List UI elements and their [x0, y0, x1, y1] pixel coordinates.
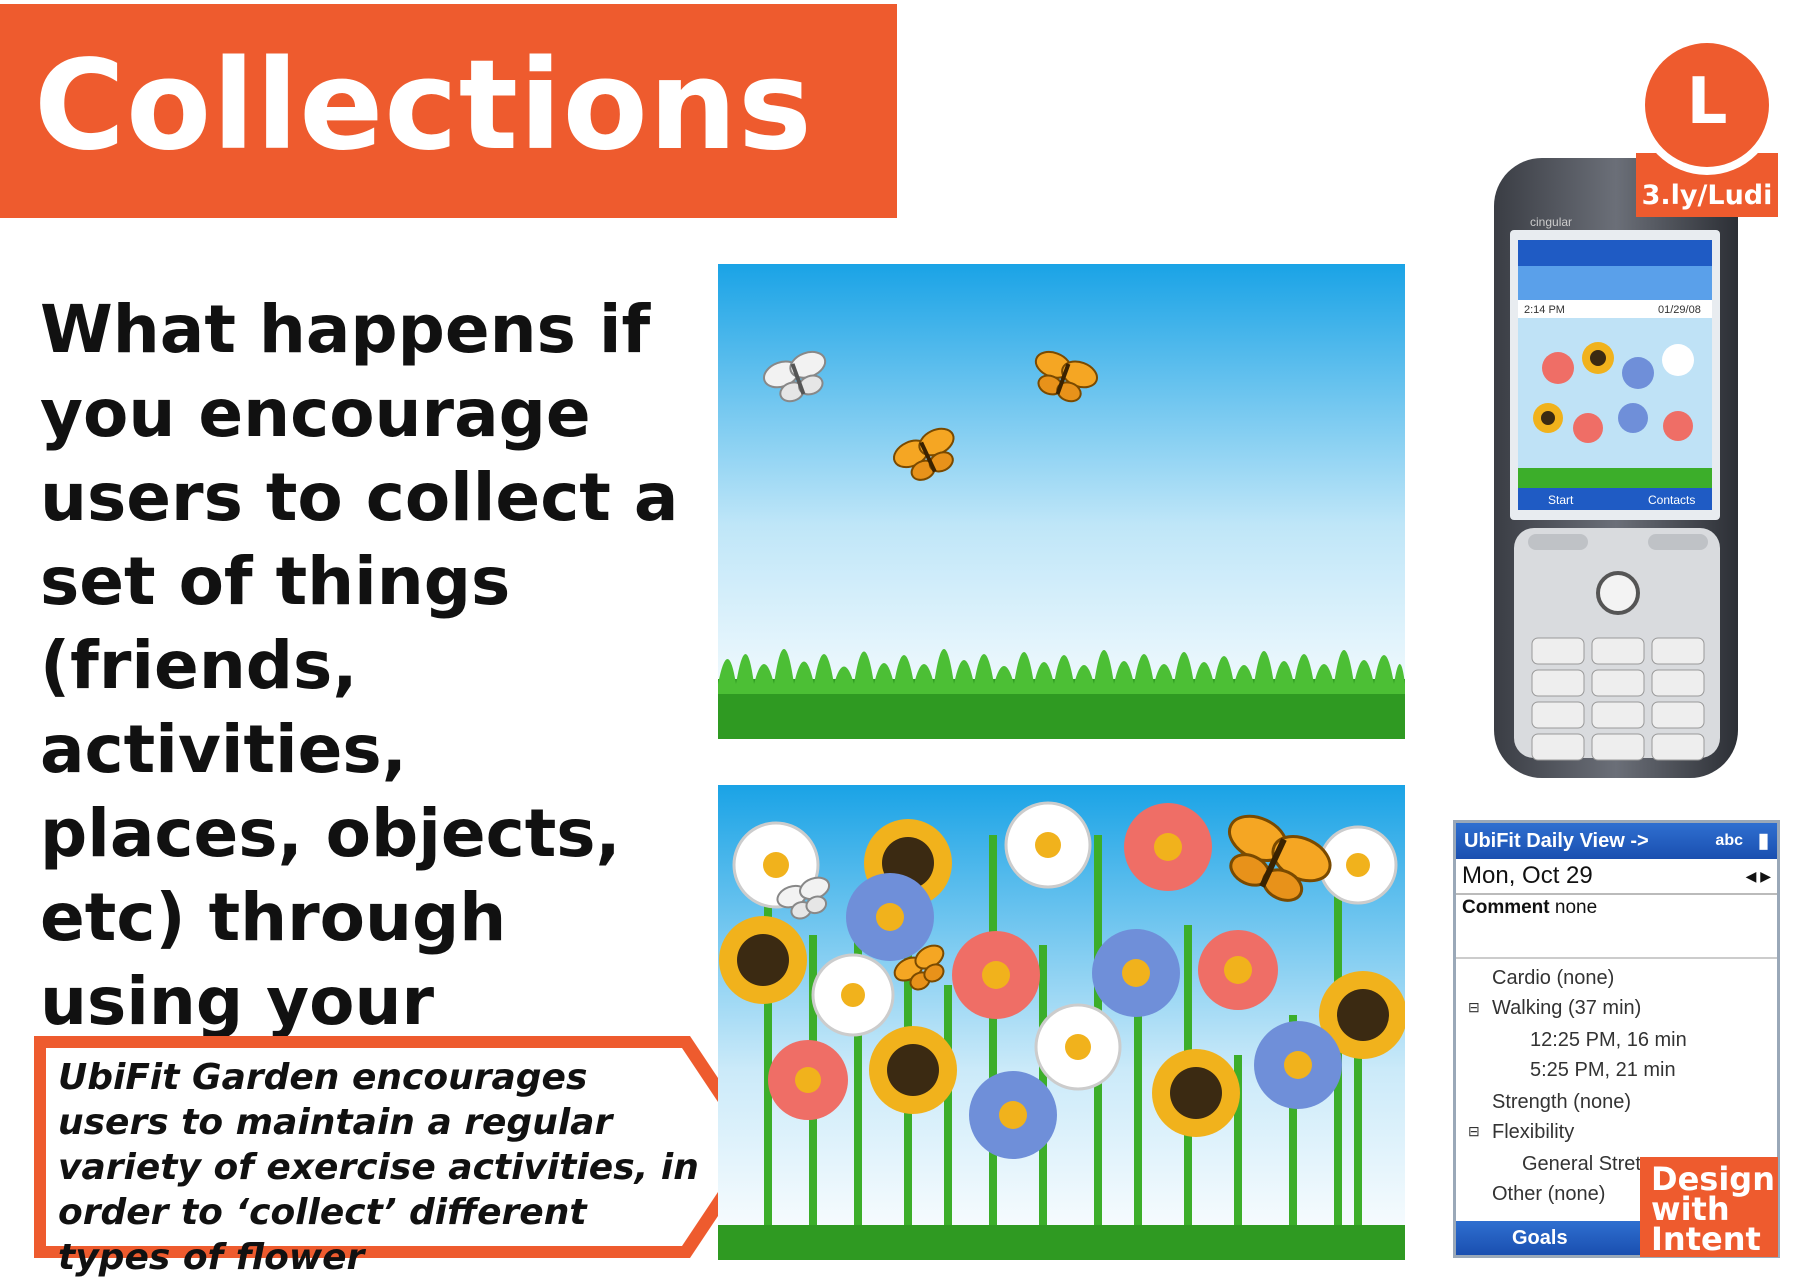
ubifit-comment-value: none	[1554, 897, 1598, 918]
flower-sunflower-2	[719, 916, 807, 1004]
ubifit-header-right: abc	[1715, 832, 1743, 849]
goals-softkey[interactable]: Goals	[1512, 1227, 1568, 1249]
butterfly-white	[763, 350, 827, 403]
flower-pink-1	[1124, 803, 1212, 891]
grass-strip	[718, 649, 1405, 739]
flower-white-5	[1034, 1003, 1122, 1091]
flower-blue-3	[1254, 1021, 1342, 1109]
callout-frame	[34, 1036, 764, 1258]
signal-icon: ▮	[1757, 830, 1769, 852]
tree-row[interactable]: 5:25 PM, 21 min	[1530, 1059, 1676, 1081]
title-bar: Collections	[0, 4, 897, 218]
badge-line-2: with	[1651, 1190, 1730, 1228]
phone-image: Start Contacts 2:14 PM 01/29/08 cingular	[1488, 138, 1760, 788]
ubifit-comment-label: Comment	[1462, 897, 1550, 918]
flower-blue-2	[1092, 929, 1180, 1017]
full-garden-image	[718, 785, 1405, 1260]
ubifit-header: UbiFit Daily View -> abc ▮	[1456, 823, 1777, 859]
ludi-logo	[1636, 35, 1778, 217]
date-nav-arrows-icon[interactable]: ◀ ▶	[1745, 868, 1771, 884]
empty-garden-image	[718, 264, 1405, 739]
design-with-intent-badge	[1640, 1157, 1778, 1257]
butterfly-orange-large	[1228, 814, 1332, 902]
logo-url: 3.ly/Ludi	[1641, 180, 1773, 211]
tree-row[interactable]: General Stretc	[1522, 1153, 1651, 1175]
tree-row[interactable]: Walking (37 min)	[1492, 997, 1642, 1019]
badge-line-3: Intent	[1651, 1220, 1761, 1258]
collapse-icon[interactable]: ⊟	[1468, 1123, 1480, 1139]
ubifit-header-title: UbiFit Daily View ->	[1464, 830, 1649, 852]
flower-sunflower-3	[1319, 971, 1405, 1059]
flower-white-2	[1004, 801, 1092, 889]
flower-blue-1	[846, 873, 934, 961]
ubifit-comment: Comment none	[1456, 895, 1777, 959]
tree-row[interactable]: 12:25 PM, 16 min	[1530, 1029, 1687, 1051]
question-text: What happens if you encourage users to c…	[40, 291, 679, 1124]
phone-carrier: cingular	[1530, 215, 1572, 229]
flower-pink-3	[1198, 930, 1278, 1010]
flower-pink-4	[768, 1040, 848, 1120]
butterfly-orange-2	[1034, 350, 1098, 403]
flower-white-4	[811, 953, 895, 1037]
slide-title: Collections	[34, 34, 813, 178]
badge-line-1: Design	[1651, 1160, 1775, 1198]
ubifit-date-value: Mon, Oct 29	[1462, 862, 1593, 889]
callout-text: UbiFit Garden encourages users to mainta…	[58, 1057, 699, 1278]
tree-row[interactable]: Strength (none)	[1492, 1091, 1631, 1113]
butterfly-white-small	[776, 876, 831, 920]
ubifit-date: Mon, Oct 29 ◀ ▶	[1456, 859, 1777, 895]
flower-white-3	[1318, 825, 1398, 905]
flower-blue-4	[969, 1071, 1057, 1159]
collapse-icon[interactable]: ⊟	[1468, 999, 1480, 1015]
flower-sunflower-5	[1152, 1049, 1240, 1137]
phone-softkey-left: Start	[1548, 493, 1574, 507]
logo-letter: L	[1686, 65, 1728, 139]
tree-row[interactable]: Cardio (none)	[1492, 967, 1615, 989]
tree-row[interactable]: Other (none)	[1492, 1183, 1606, 1205]
flower-pink-2	[952, 931, 1040, 1019]
phone-clock: 2:14 PM	[1524, 304, 1565, 316]
flower-sunflower-4	[869, 1026, 957, 1114]
phone-date: 01/29/08	[1658, 304, 1701, 316]
butterfly-orange-1	[893, 427, 955, 481]
phone-softkey-right: Contacts	[1648, 493, 1695, 507]
tree-row[interactable]: Flexibility	[1492, 1121, 1575, 1143]
butterfly-orange-small	[893, 944, 945, 991]
